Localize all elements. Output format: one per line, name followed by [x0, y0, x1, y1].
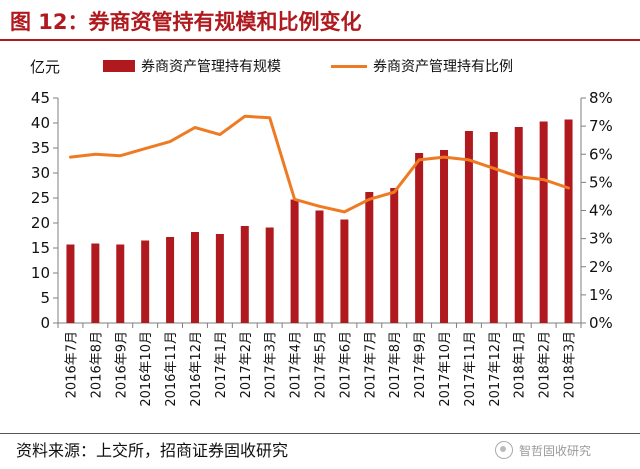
x-tick-label: 2017年7月: [363, 331, 378, 398]
y2-tick-label: 6%: [589, 145, 613, 163]
x-tick-label: 2016年10月: [139, 331, 154, 407]
y2-tick-label: 7%: [589, 117, 613, 135]
bar: [514, 127, 523, 323]
x-tick-label: 2016年7月: [64, 331, 79, 398]
y2-tick-label: 5%: [589, 173, 613, 191]
y-tick-label: 30: [31, 164, 50, 182]
x-tick-label: 2017年6月: [338, 331, 353, 398]
x-tick-label: 2017年8月: [388, 331, 403, 398]
y-tick-label: 0: [40, 314, 50, 332]
x-tick-label: 2016年11月: [164, 331, 179, 407]
x-tick-label: 2017年5月: [314, 331, 329, 398]
x-tick-label: 2017年11月: [463, 331, 478, 407]
title-underline: [0, 39, 640, 41]
y-tick-label: 40: [31, 114, 50, 132]
source-divider: [0, 433, 640, 434]
x-tick-label: 2017年12月: [488, 331, 503, 407]
bar: [265, 227, 274, 323]
y2-tick-label: 1%: [589, 286, 613, 304]
legend-bar-label: 券商资产管理持有规模: [141, 59, 281, 75]
x-tick-label: 2018年1月: [513, 331, 528, 398]
x-tick-label: 2017年4月: [289, 331, 304, 398]
bar: [390, 188, 399, 323]
y2-tick-label: 8%: [589, 89, 613, 107]
x-tick-label: 2017年1月: [214, 331, 229, 398]
x-tick-label: 2016年12月: [189, 331, 204, 407]
x-tick-label: 2017年3月: [264, 331, 279, 398]
y-tick-label: 5: [40, 289, 50, 307]
wechat-icon: [495, 441, 513, 459]
series-line: [69, 114, 570, 214]
bar: [365, 192, 374, 323]
bar: [489, 132, 498, 323]
x-tick-label: 2018年2月: [538, 331, 553, 398]
bar: [215, 234, 224, 323]
legend-bar-swatch: [103, 60, 135, 72]
bar: [315, 210, 324, 323]
y-tick-label: 35: [31, 139, 50, 157]
x-tick-label: 2018年3月: [563, 331, 578, 398]
watermark-text: 智哲固收研究: [519, 443, 592, 458]
bar: [91, 243, 100, 323]
bar: [240, 226, 249, 323]
x-tick-label: 2017年9月: [413, 331, 428, 398]
bar: [415, 153, 424, 323]
y-tick-label: 15: [31, 239, 50, 257]
x-tick-label: 2016年8月: [89, 331, 104, 398]
bar: [340, 219, 349, 323]
bar: [440, 150, 449, 323]
legend-item-line: 券商资产管理持有比例: [331, 56, 513, 76]
legend-line-label: 券商资产管理持有比例: [373, 59, 513, 75]
bar: [539, 121, 548, 323]
source-note: 资料来源：上交所，招商证券固收研究: [16, 441, 289, 460]
legend-item-bars: 券商资产管理持有规模: [103, 56, 281, 76]
bar: [141, 240, 150, 323]
y2-tick-label: 0%: [589, 314, 613, 332]
bar: [66, 244, 75, 323]
watermark: 智哲固收研究: [495, 441, 591, 459]
y-tick-label: 10: [31, 264, 50, 282]
figure-title: 图 12：券商资管持有规模和比例变化: [10, 10, 362, 34]
y2-tick-label: 4%: [589, 202, 613, 220]
bar: [116, 244, 125, 323]
bar: [464, 131, 473, 323]
x-tick-label: 2016年9月: [114, 331, 129, 398]
bar: [166, 237, 175, 323]
y-axis-unit: 亿元: [30, 58, 61, 76]
legend-line-swatch: [331, 64, 367, 68]
y-tick-label: 45: [31, 89, 50, 107]
bar: [190, 232, 199, 323]
y2-tick-label: 2%: [589, 258, 613, 276]
y2-tick-label: 3%: [589, 230, 613, 248]
y-tick-label: 25: [31, 189, 50, 207]
y-tick-label: 20: [31, 214, 50, 232]
bar: [564, 119, 573, 323]
bar: [290, 199, 299, 323]
x-tick-label: 2017年2月: [239, 331, 254, 398]
x-tick-label: 2017年10月: [438, 331, 453, 407]
